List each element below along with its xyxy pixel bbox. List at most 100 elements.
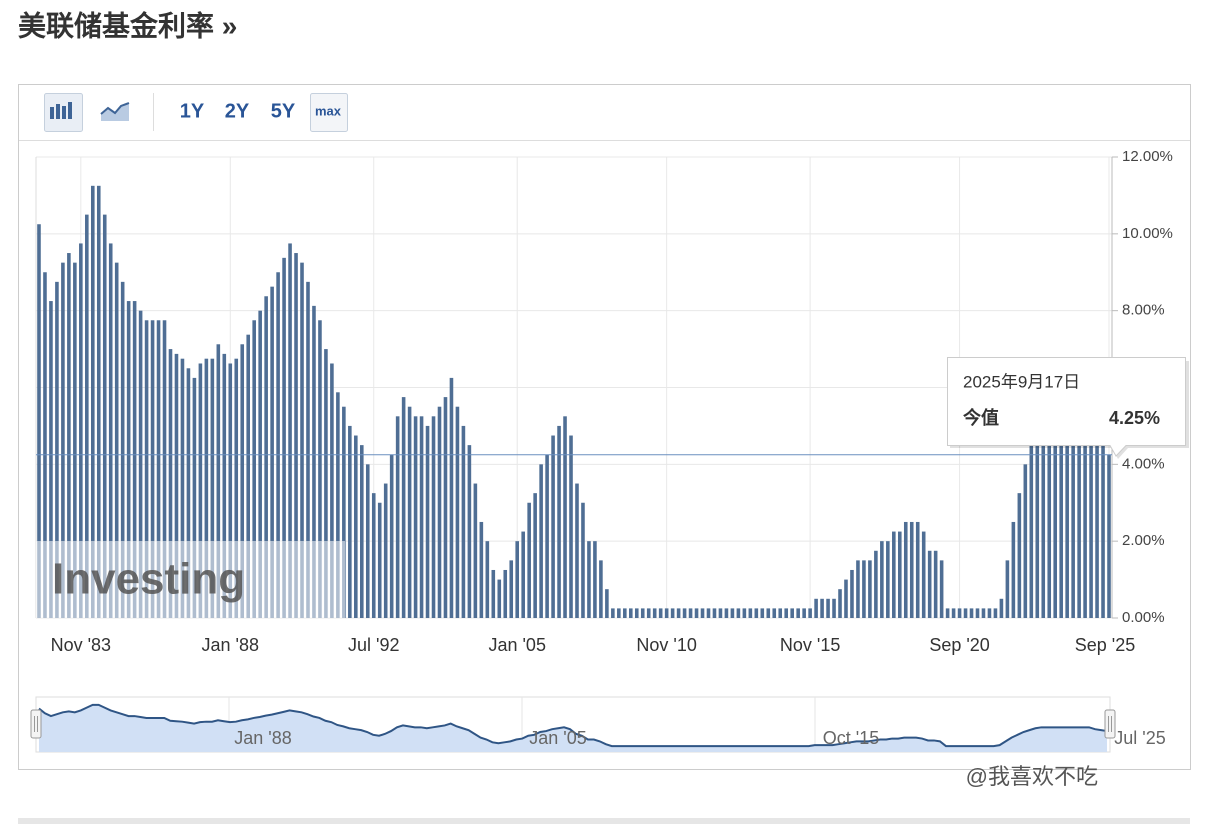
bar (868, 560, 872, 618)
y-tick-label: 8.00% (1122, 302, 1165, 319)
bar (521, 531, 525, 618)
bar (186, 368, 191, 618)
bar (688, 608, 693, 618)
bar (425, 425, 430, 618)
tooltip-value: 4.25% (1109, 408, 1160, 428)
bar (826, 598, 830, 618)
bar (198, 363, 203, 618)
bar (1101, 445, 1105, 618)
bar (539, 464, 543, 618)
bar (210, 358, 215, 618)
bar (300, 262, 304, 618)
bar (407, 406, 412, 618)
bar (551, 435, 555, 618)
x-tick-label: Nov '10 (636, 635, 696, 655)
range-button[interactable]: 1Y (180, 100, 205, 122)
bar (623, 608, 627, 618)
bar (108, 243, 113, 618)
bar (921, 531, 926, 618)
bar (1065, 416, 1069, 618)
bar (330, 363, 334, 618)
bar (790, 608, 794, 618)
bar (533, 493, 537, 618)
line-chart-button[interactable] (100, 102, 130, 121)
bar (431, 416, 436, 618)
bar (617, 608, 621, 618)
navigator-area (38, 704, 1108, 752)
x-tick-label: Jan '05 (488, 635, 545, 655)
bar (1011, 521, 1016, 618)
bar (395, 416, 400, 618)
bar (844, 579, 848, 618)
bar (312, 305, 316, 618)
range-button[interactable]: 5Y (271, 100, 296, 122)
bar (336, 392, 340, 618)
bar (234, 358, 239, 618)
icon (56, 104, 60, 119)
navigator-handle[interactable] (30, 709, 42, 739)
bar (37, 224, 41, 618)
bar (981, 608, 986, 618)
range-button[interactable]: max (315, 103, 342, 118)
bar (802, 608, 806, 618)
bar (897, 531, 902, 618)
bar (969, 608, 974, 618)
bar (1005, 560, 1010, 618)
bar (43, 272, 47, 618)
bar (527, 502, 531, 618)
bar (892, 531, 896, 618)
bar (694, 608, 699, 618)
bar (96, 185, 101, 618)
bar (700, 608, 705, 618)
bar (168, 349, 173, 618)
bar (772, 608, 777, 618)
bar (706, 608, 711, 618)
bar (401, 397, 406, 618)
bar (963, 608, 968, 618)
bar (975, 608, 980, 618)
bar (473, 483, 478, 618)
bar (156, 320, 161, 618)
bar-chart-button[interactable] (44, 93, 83, 132)
bar (760, 608, 765, 618)
bar (850, 569, 854, 618)
bar (808, 608, 812, 618)
bar (754, 608, 759, 618)
bar (222, 353, 227, 618)
bar (138, 310, 143, 618)
tooltip (947, 357, 1186, 457)
bar (957, 608, 962, 618)
bar (377, 502, 382, 618)
bar (652, 608, 657, 618)
bar (485, 541, 490, 618)
bar (79, 243, 83, 618)
bar (933, 550, 938, 618)
icon (101, 103, 129, 121)
bar (587, 541, 591, 618)
page-title: 美联储基金利率 » (18, 9, 237, 41)
bar (515, 541, 520, 618)
bar (365, 464, 370, 618)
navigator-label: Jan '05 (529, 728, 586, 748)
bar (461, 425, 466, 618)
navigator-handle[interactable] (1104, 709, 1116, 739)
x-tick-label: Jan '88 (202, 635, 259, 655)
footer-bar (18, 818, 1190, 824)
bar (258, 310, 262, 618)
bar (324, 349, 328, 618)
bar (766, 608, 771, 618)
bar (162, 320, 167, 618)
bar (682, 608, 687, 618)
bar (120, 281, 125, 618)
tooltip-date: 2025年9月17日 (963, 372, 1080, 391)
range-button-bg (310, 93, 348, 132)
bar (150, 320, 155, 618)
y-tick-label: 4.00% (1122, 455, 1165, 472)
bar (939, 560, 944, 618)
bar (240, 344, 245, 618)
bar (796, 608, 800, 618)
x-tick-label: Sep '25 (1075, 635, 1136, 655)
watermark-brand: Investing (52, 555, 245, 604)
range-button[interactable]: 2Y (225, 100, 250, 122)
bar (132, 301, 137, 618)
